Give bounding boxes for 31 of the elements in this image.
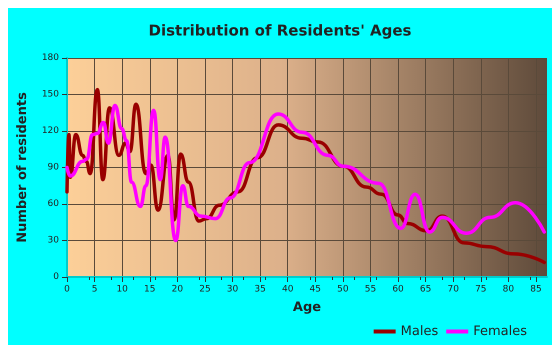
chart-title: Distribution of Residents' Ages	[148, 22, 412, 40]
x-tick-label: 25	[199, 284, 211, 294]
x-axis-title: Age	[292, 300, 322, 315]
x-tick-label: 65	[420, 284, 432, 294]
x-tick-label: 15	[144, 284, 156, 294]
x-tick-label: 45	[310, 284, 321, 294]
x-tick-label: 5	[92, 284, 98, 294]
x-tick-label: 50	[337, 284, 349, 294]
x-tick-label: 85	[530, 284, 542, 294]
y-tick-label: 60	[48, 199, 60, 209]
x-tick-label: 10	[116, 284, 128, 294]
x-tick-label: 55	[364, 284, 376, 294]
x-tick-label: 40	[282, 284, 294, 294]
y-axis-title: Number of residents	[15, 92, 30, 243]
y-tick-label: 180	[42, 53, 60, 63]
legend-label: Males	[400, 324, 438, 339]
legend-label: Females	[473, 324, 528, 339]
y-tick-label: 0	[53, 272, 60, 282]
y-tick-label: 90	[48, 162, 60, 172]
line-series	[65, 104, 546, 242]
x-tick-label: 75	[475, 284, 487, 294]
x-tick-label: 30	[226, 284, 239, 294]
x-tick-label: 35	[254, 284, 266, 294]
y-tick-label: 120	[42, 126, 60, 136]
y-tick-label: 150	[42, 90, 60, 100]
y-tick-label: 30	[48, 236, 60, 246]
x-tick-label: 0	[64, 284, 70, 294]
x-tick-label: 20	[172, 284, 184, 294]
x-tick-label: 70	[447, 284, 460, 294]
x-tick-label: 80	[502, 284, 514, 294]
x-tick-label: 60	[392, 284, 404, 294]
